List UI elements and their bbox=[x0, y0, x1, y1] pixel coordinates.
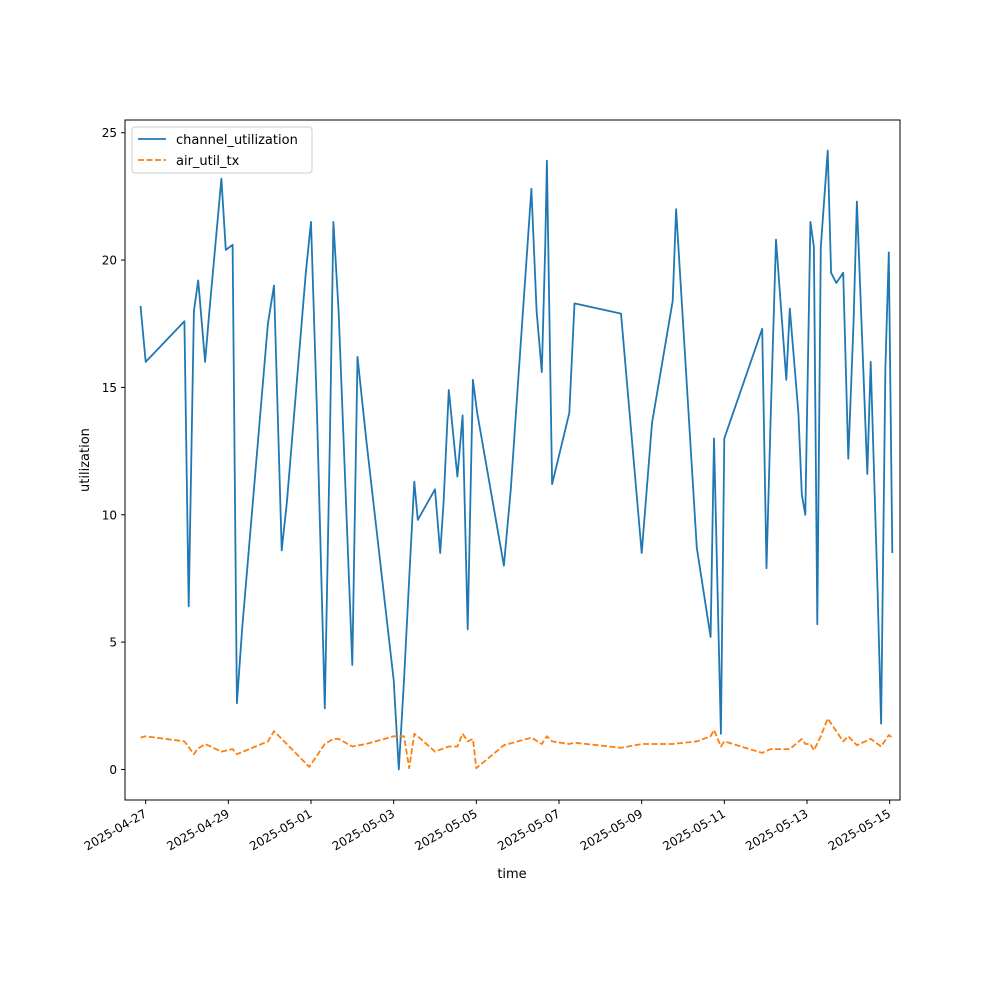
x-axis-label: time bbox=[497, 867, 526, 882]
legend-box bbox=[131, 126, 313, 174]
legend-label-air-util-tx: air_util_tx bbox=[176, 154, 240, 169]
y-tick-label: 0 bbox=[109, 763, 117, 777]
y-axis: 0 5 10 15 20 25 bbox=[102, 126, 125, 777]
series-line-air-util-tx bbox=[140, 717, 893, 770]
series-line-channel-utilization bbox=[139, 149, 894, 771]
legend: channel_utilization air_util_tx bbox=[131, 126, 313, 174]
y-axis-label: utilization bbox=[78, 428, 93, 492]
legend-label-channel-utilization: channel_utilization bbox=[176, 133, 298, 148]
y-tick-label: 20 bbox=[102, 254, 117, 268]
y-tick-label: 10 bbox=[102, 508, 117, 522]
y-tick-label: 15 bbox=[102, 381, 117, 395]
y-tick-label: 25 bbox=[102, 126, 117, 140]
y-tick-label: 5 bbox=[109, 636, 117, 650]
series-layer bbox=[139, 149, 894, 771]
plot-area-frame bbox=[124, 119, 901, 801]
